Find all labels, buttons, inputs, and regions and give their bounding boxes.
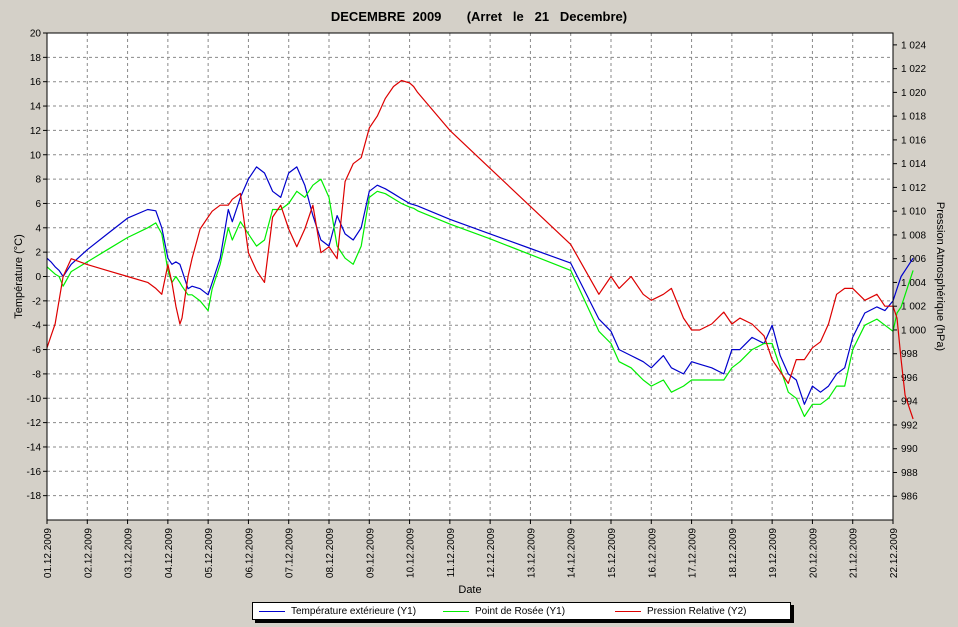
x-tick-label: 08.12.2009	[325, 528, 336, 578]
y-right-tick-label: 1 022	[901, 64, 926, 75]
x-tick-label: 04.12.2009	[164, 528, 175, 578]
y-right-tick-label: 1 010	[901, 207, 926, 218]
x-tick-label: 15.12.2009	[607, 528, 618, 578]
x-tick-label: 11.12.2009	[446, 528, 457, 578]
x-tick-label: 22.12.2009	[889, 528, 900, 578]
x-tick-label: 17.12.2009	[688, 528, 699, 578]
y-left-tick-label: -8	[32, 369, 41, 380]
x-tick-label: 21.12.2009	[849, 528, 860, 578]
y-left-tick-label: -12	[27, 418, 42, 429]
y-left-tick-label: 18	[30, 53, 42, 64]
y-left-tick-label: 8	[35, 175, 41, 186]
y-right-tick-label: 1 012	[901, 183, 926, 194]
x-tick-label: 10.12.2009	[406, 528, 417, 578]
y-left-tick-label: 10	[30, 150, 42, 161]
y-left-tick-label: -10	[27, 394, 42, 405]
y-left-tick-label: -14	[27, 442, 42, 453]
y-right-tick-label: 1 014	[901, 159, 926, 170]
x-tick-label: 18.12.2009	[728, 528, 739, 578]
legend-label-temperature: Température extérieure (Y1)	[291, 605, 417, 617]
legend-swatch-pressure	[615, 610, 641, 612]
chart-title: DECEMBRE 2009 (Arret le 21 Decembre)	[330, 9, 628, 24]
y-left-tick-label: 0	[35, 272, 41, 283]
y-right-tick-label: 1 008	[901, 230, 926, 241]
x-tick-label: 12.12.2009	[486, 528, 497, 578]
y-left-tick-label: -16	[27, 467, 42, 478]
x-tick-label: 14.12.2009	[567, 528, 578, 578]
x-tick-label: 16.12.2009	[647, 528, 658, 578]
x-tick-label: 20.12.2009	[808, 528, 819, 578]
y-right-tick-label: 1 024	[901, 40, 926, 51]
y-left-tick-label: 14	[30, 102, 42, 113]
legend-item-pressure: Pression Relative (Y2)	[615, 604, 746, 618]
x-tick-label: 19.12.2009	[768, 528, 779, 578]
y-left-tick-label: 6	[35, 199, 41, 210]
legend-swatch-dewpoint	[443, 610, 469, 612]
y-left-tick-label: 12	[30, 126, 42, 137]
x-tick-label: 03.12.2009	[124, 528, 135, 578]
x-tick-label: 09.12.2009	[365, 528, 376, 578]
x-axis-title: Date	[458, 584, 481, 596]
y-right-tick-label: 1 004	[901, 278, 926, 289]
legend: Température extérieure (Y1) Point de Ros…	[252, 602, 791, 620]
y-right-tick-label: 986	[901, 492, 918, 503]
y-right-tick-label: 1 020	[901, 88, 926, 99]
y-right-tick-label: 1 002	[901, 302, 926, 313]
legend-label-pressure: Pression Relative (Y2)	[647, 605, 747, 617]
x-tick-label: 06.12.2009	[244, 528, 255, 578]
y-right-tick-label: 1 018	[901, 112, 926, 123]
plot-border	[46, 32, 894, 521]
legend-label-dewpoint: Point de Rosée (Y1)	[475, 605, 566, 617]
y-right-tick-label: 996	[901, 373, 918, 384]
legend-item-dewpoint: Point de Rosée (Y1)	[443, 604, 565, 618]
x-tick-label: 02.12.2009	[83, 528, 94, 578]
y-left-axis-title: Température (°C)	[13, 234, 25, 318]
y-right-tick-label: 998	[901, 349, 918, 360]
x-tick-label: 05.12.2009	[204, 528, 215, 578]
y-right-tick-label: 1 000	[901, 325, 926, 336]
y-left-tick-label: -2	[32, 296, 41, 307]
y-right-tick-label: 994	[901, 397, 918, 408]
y-left-tick-label: 20	[30, 29, 42, 40]
y-left-tick-label: 16	[30, 77, 42, 88]
x-tick-label: 13.12.2009	[526, 528, 537, 578]
x-tick-label: 01.12.2009	[43, 528, 54, 578]
y-right-tick-label: 992	[901, 420, 918, 431]
y-left-tick-label: 4	[35, 223, 41, 234]
y-right-tick-label: 988	[901, 468, 918, 479]
series-line-dewpoint	[46, 178, 914, 418]
y-right-axis-title: Pression Atmosphérique (hPa)	[934, 202, 946, 351]
legend-item-temperature: Température extérieure (Y1)	[259, 604, 416, 618]
legend-swatch-temperature	[259, 610, 285, 612]
y-right-tick-label: 990	[901, 444, 918, 455]
y-left-tick-label: -6	[32, 345, 41, 356]
y-left-tick-label: -4	[32, 321, 41, 332]
y-left-tick-label: 2	[35, 248, 41, 259]
series-line-temperature	[46, 166, 914, 405]
y-right-tick-label: 1 006	[901, 254, 926, 265]
x-tick-label: 07.12.2009	[285, 528, 296, 578]
series-line-pressure	[46, 79, 914, 420]
y-right-tick-label: 1 016	[901, 135, 926, 146]
y-left-tick-label: -18	[27, 491, 42, 502]
